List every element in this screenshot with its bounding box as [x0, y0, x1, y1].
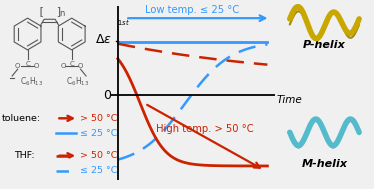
Text: ≤ 25 °C: ≤ 25 °C [80, 129, 118, 138]
Text: > 50 °C: > 50 °C [80, 151, 118, 160]
Text: P-helix: P-helix [303, 40, 346, 50]
Text: toluene:: toluene: [2, 114, 41, 123]
Text: C: C [25, 60, 30, 67]
Text: O: O [78, 63, 83, 69]
Text: $_{1st}$: $_{1st}$ [117, 18, 130, 28]
Text: O: O [15, 63, 20, 69]
Text: > 50 °C: > 50 °C [80, 114, 118, 123]
Text: ≤ 25 °C: ≤ 25 °C [80, 166, 118, 175]
Text: $\Delta\varepsilon$: $\Delta\varepsilon$ [95, 33, 111, 46]
Text: C$_6$H$_{13}$: C$_6$H$_{13}$ [66, 75, 89, 88]
Text: O: O [60, 63, 65, 69]
Text: C: C [69, 60, 74, 67]
Text: O: O [34, 63, 39, 69]
Text: Time: Time [276, 95, 302, 105]
Text: 0: 0 [104, 89, 111, 102]
Text: [: [ [37, 6, 44, 16]
Text: C$_6$H$_{13}$: C$_6$H$_{13}$ [20, 75, 43, 88]
Text: High temp. > 50 °C: High temp. > 50 °C [156, 124, 254, 134]
Text: THF:: THF: [14, 151, 35, 160]
Text: ]: ] [55, 6, 62, 16]
Text: M-helix: M-helix [301, 160, 347, 169]
Text: Low temp. ≤ 25 °C: Low temp. ≤ 25 °C [145, 5, 240, 15]
Text: n: n [59, 9, 64, 18]
